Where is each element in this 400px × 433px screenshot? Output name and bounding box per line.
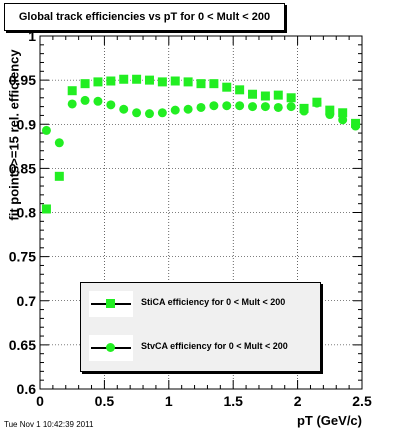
legend-label-stvca: StvCA efficiency for 0 < Mult < 200: [141, 341, 288, 351]
y-tick-label: 0.7: [17, 293, 37, 309]
data-point-stica: [157, 77, 167, 87]
data-point-stica: [286, 93, 296, 103]
data-point-stvca: [338, 115, 348, 125]
data-point-stvca: [93, 96, 103, 106]
data-point-stvca: [299, 106, 309, 116]
legend-swatch-stvca: [89, 335, 133, 361]
y-tick-label: 0.65: [9, 337, 36, 353]
data-point-stvca: [183, 104, 193, 114]
data-point-stvca: [248, 102, 258, 112]
data-point-stica: [80, 79, 90, 89]
x-tick-label: 1: [165, 393, 173, 409]
data-point-stica: [119, 74, 129, 84]
data-point-stica: [260, 91, 270, 101]
y-tick-label: 0.6: [17, 381, 37, 397]
data-point-stica: [106, 76, 116, 86]
data-point-stica: [67, 86, 77, 96]
chart-title: Global track efficiencies vs pT for 0 < …: [4, 3, 285, 31]
circle-marker-icon: [106, 343, 115, 352]
data-point-stvca: [80, 95, 90, 105]
data-point-stica: [235, 85, 245, 95]
data-point-stica: [338, 108, 348, 118]
legend-entry-stvca: StvCA efficiency for 0 < Mult < 200: [89, 335, 314, 361]
data-point-stica: [248, 89, 258, 99]
y-axis-label: fit points>=15 rel. efficiency: [6, 49, 22, 221]
data-point-stvca: [54, 138, 64, 148]
data-point-stvca: [41, 125, 51, 135]
data-point-stica: [183, 77, 193, 87]
y-tick-label: 0.85: [9, 160, 36, 176]
data-point-stica: [170, 76, 180, 86]
legend-swatch-stica: [89, 291, 133, 317]
data-point-stvca: [106, 100, 116, 110]
x-axis-label: pT (GeV/c): [296, 413, 362, 428]
data-point-stvca: [351, 121, 361, 131]
legend-entry-stica: StiCA efficiency for 0 < Mult < 200: [89, 291, 314, 317]
data-point-stica: [132, 74, 142, 84]
y-tick-label: 0.75: [9, 249, 36, 265]
x-tick-label: 0.5: [95, 393, 115, 409]
y-tick-label: 0.8: [17, 205, 37, 221]
data-point-stica: [93, 77, 103, 87]
timestamp: Tue Nov 1 10:42:39 2011: [4, 420, 94, 429]
y-tick-label: 1: [28, 28, 36, 44]
data-point-stica: [273, 90, 283, 100]
y-tick-label: 0.9: [17, 116, 37, 132]
square-marker-icon: [106, 299, 115, 308]
data-point-stvca: [209, 101, 219, 111]
legend: StiCA efficiency for 0 < Mult < 200 StvC…: [80, 282, 321, 372]
data-point-stvca: [196, 102, 206, 112]
data-point-stica: [196, 79, 206, 89]
x-tick-label: 0: [36, 393, 44, 409]
data-point-stvca: [157, 108, 167, 118]
data-point-stvca: [235, 101, 245, 111]
data-point-stvca: [325, 110, 335, 120]
legend-label-stica: StiCA efficiency for 0 < Mult < 200: [141, 297, 286, 307]
data-point-stvca: [170, 105, 180, 115]
data-point-stvca: [312, 98, 322, 108]
chart-title-text: Global track efficiencies vs pT for 0 < …: [18, 11, 271, 23]
data-point-stica: [209, 79, 219, 89]
data-point-stvca: [286, 102, 296, 112]
data-point-stvca: [260, 102, 270, 112]
data-point-stvca: [273, 102, 283, 112]
data-point-stica: [222, 82, 232, 92]
data-point-stvca: [119, 104, 129, 114]
y-tick-label: 0.95: [9, 72, 36, 88]
data-point-stica: [41, 204, 51, 214]
data-point-stica: [54, 171, 64, 181]
data-point-stica: [144, 75, 154, 85]
data-point-stvca: [132, 108, 142, 118]
x-tick-label: 1.5: [223, 393, 243, 409]
x-tick-label: 2.5: [352, 393, 372, 409]
data-point-stvca: [67, 99, 77, 109]
x-tick-label: 2: [294, 393, 302, 409]
data-point-stvca: [144, 109, 154, 119]
data-point-stvca: [222, 101, 232, 111]
